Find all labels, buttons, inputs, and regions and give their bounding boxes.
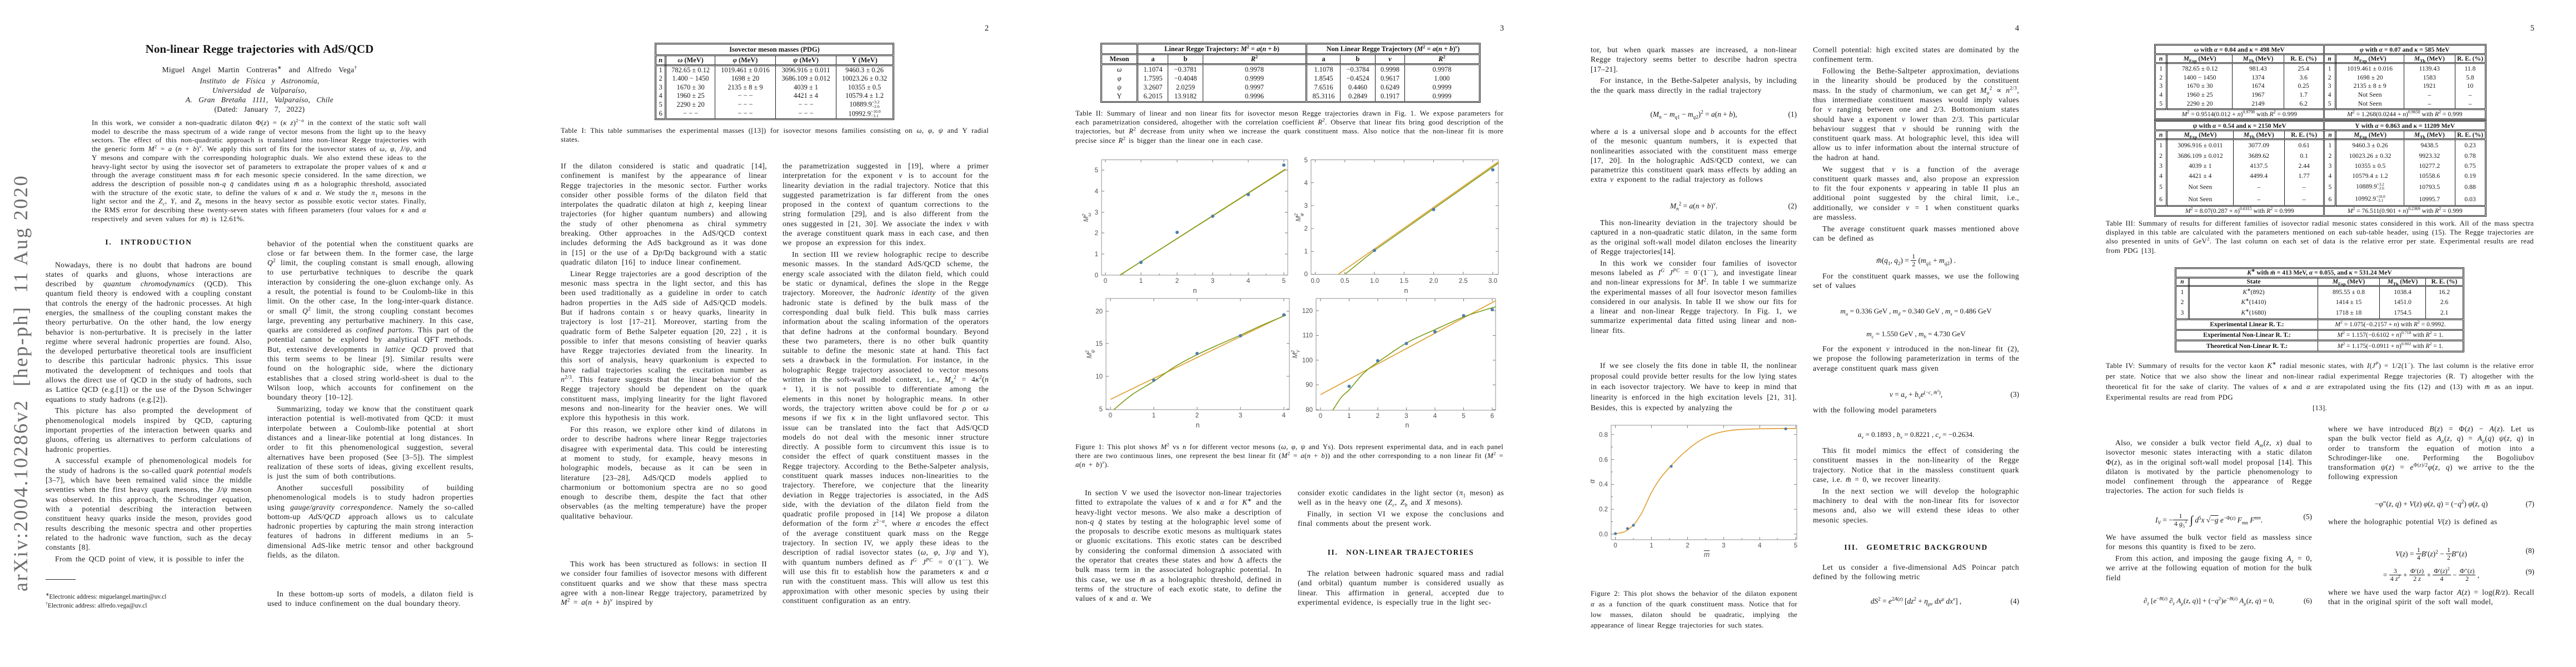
svg-text:120: 120 bbox=[1302, 308, 1313, 315]
svg-text:1: 1 bbox=[1650, 542, 1653, 549]
svg-text:n: n bbox=[1193, 287, 1197, 295]
svg-text:20: 20 bbox=[1095, 308, 1103, 315]
svg-text:2: 2 bbox=[1376, 413, 1379, 420]
svg-text:0.6: 0.6 bbox=[1599, 457, 1608, 464]
svg-text:0.2: 0.2 bbox=[1599, 506, 1608, 513]
svg-text:n: n bbox=[1196, 421, 1200, 429]
svg-text:5: 5 bbox=[1462, 413, 1465, 420]
svg-text:2: 2 bbox=[1175, 278, 1179, 285]
svg-text:M2Υ: M2Υ bbox=[1290, 349, 1301, 359]
svg-text:3: 3 bbox=[1211, 278, 1214, 285]
svg-text:α: α bbox=[1588, 479, 1596, 484]
svg-text:2: 2 bbox=[1195, 412, 1199, 419]
svg-text:5: 5 bbox=[1095, 167, 1098, 174]
svg-text:3.0: 3.0 bbox=[1488, 278, 1497, 285]
svg-text:2.5: 2.5 bbox=[1459, 278, 1468, 285]
svg-text:0.8: 0.8 bbox=[1599, 432, 1608, 439]
svg-text:90: 90 bbox=[1306, 382, 1313, 389]
svg-text:M2ψ: M2ψ bbox=[1084, 350, 1095, 359]
svg-text:0.0: 0.0 bbox=[1599, 531, 1608, 538]
svg-text:1.0: 1.0 bbox=[1370, 278, 1379, 285]
svg-text:0: 0 bbox=[1095, 272, 1098, 279]
svg-text:6: 6 bbox=[1491, 413, 1494, 420]
svg-text:M2ω: M2ω bbox=[1081, 212, 1092, 222]
svg-text:1: 1 bbox=[1139, 278, 1143, 285]
svg-text:n: n bbox=[1406, 421, 1409, 429]
svg-text:0: 0 bbox=[1319, 413, 1322, 420]
svg-text:3: 3 bbox=[1404, 413, 1408, 420]
svg-text:1: 1 bbox=[1304, 248, 1308, 255]
svg-text:5: 5 bbox=[1099, 406, 1103, 413]
svg-text:4: 4 bbox=[1758, 542, 1762, 549]
svg-text:3: 3 bbox=[1095, 210, 1098, 216]
svg-text:M2φ: M2φ bbox=[1293, 213, 1304, 222]
svg-text:2: 2 bbox=[1686, 542, 1689, 549]
svg-text:0: 0 bbox=[1304, 271, 1308, 278]
svg-text:5: 5 bbox=[1794, 542, 1797, 549]
svg-text:80: 80 bbox=[1306, 407, 1313, 414]
svg-text:4: 4 bbox=[1247, 278, 1250, 285]
svg-text:3: 3 bbox=[1722, 542, 1725, 549]
svg-text:0: 0 bbox=[1109, 412, 1112, 419]
svg-text:2: 2 bbox=[1095, 230, 1098, 237]
svg-text:4: 4 bbox=[1282, 412, 1286, 419]
svg-text:4: 4 bbox=[1304, 180, 1308, 187]
svg-text:0.5: 0.5 bbox=[1341, 278, 1349, 285]
svg-text:1: 1 bbox=[1347, 413, 1351, 420]
svg-text:4: 4 bbox=[1433, 413, 1437, 420]
svg-text:5: 5 bbox=[1304, 157, 1308, 164]
svg-text:1: 1 bbox=[1152, 412, 1155, 419]
svg-text:n: n bbox=[1404, 287, 1408, 295]
svg-text:0: 0 bbox=[1104, 278, 1107, 285]
svg-text:10: 10 bbox=[1095, 374, 1103, 380]
svg-text:15: 15 bbox=[1095, 341, 1103, 347]
svg-text:2.0: 2.0 bbox=[1429, 278, 1438, 285]
svg-text:1.5: 1.5 bbox=[1399, 278, 1408, 285]
svg-text:5: 5 bbox=[1282, 278, 1285, 285]
svg-text:0.4: 0.4 bbox=[1599, 481, 1608, 488]
svg-text:m: m bbox=[1704, 551, 1710, 559]
svg-text:1: 1 bbox=[1095, 251, 1098, 258]
svg-text:0: 0 bbox=[1613, 542, 1617, 549]
svg-text:3: 3 bbox=[1304, 203, 1308, 210]
svg-text:110: 110 bbox=[1303, 332, 1313, 339]
svg-text:0.0: 0.0 bbox=[1311, 278, 1320, 285]
svg-text:2: 2 bbox=[1304, 226, 1308, 232]
svg-text:100: 100 bbox=[1302, 357, 1313, 364]
svg-text:4: 4 bbox=[1095, 188, 1099, 195]
svg-text:3: 3 bbox=[1239, 412, 1242, 419]
